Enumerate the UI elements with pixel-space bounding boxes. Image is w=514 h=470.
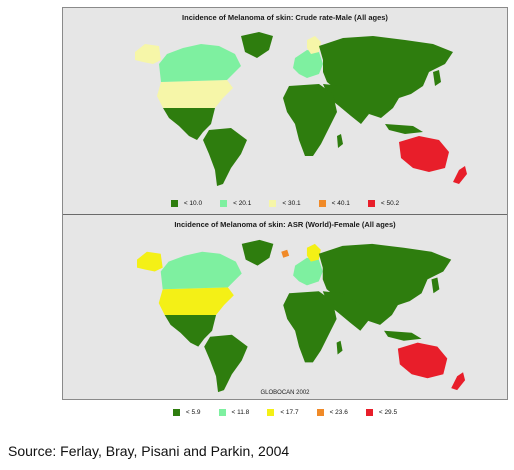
australia [397,342,448,379]
legend-swatch [316,409,324,416]
mexico-central-america [164,315,217,347]
new-zealand [451,372,466,391]
legend-item: < 29.5 [365,409,398,416]
australia [399,136,449,172]
legend-swatch [367,200,375,207]
greenland [241,32,273,58]
legend-label: < 23.6 [329,409,348,416]
alaska [135,44,161,64]
male-legend: < 10.0 < 20.1 < 30.1 < 40.1 < 50.2 [63,200,507,207]
legend-label: < 11.8 [231,409,250,416]
male-world-map [135,32,467,186]
legend-swatch [218,409,226,416]
male-panel: Incidence of Melanoma of skin: Crude rat… [63,8,507,215]
new-zealand [453,166,467,184]
iceland [281,249,290,258]
madagascar [336,340,343,355]
globocan-credit: GLOBOCAN 2002 [260,390,310,396]
source-citation: Source: Ferlay, Bray, Pisani and Parkin,… [8,443,290,459]
indonesia [385,124,423,134]
russia-asia [319,36,453,118]
legend-swatch [220,200,228,207]
legend-label: < 29.5 [378,409,398,416]
canada [160,251,242,290]
legend-label: < 30.1 [282,200,301,207]
indonesia [384,330,422,341]
usa [158,287,234,315]
legend-item: < 23.6 [316,409,348,416]
legend-label: < 40.1 [331,200,350,207]
europe [293,257,323,286]
scandinavia [307,36,321,54]
legend-swatch [365,409,373,416]
mexico-central-america [163,108,215,140]
legend-swatch [267,409,275,416]
legend-item: < 40.1 [318,200,350,207]
female-map-title: Incidence of Melanoma of skin: ASR (Worl… [174,220,396,229]
middle-east-india [322,291,369,331]
middle-east-india [323,84,369,124]
legend-item: < 10.0 [170,200,203,207]
legend-item: < 5.9 [172,409,201,416]
legend-label: < 17.7 [280,409,299,416]
russia-asia [318,243,452,325]
legend-swatch [269,200,277,207]
legend-item: < 50.2 [367,200,400,207]
female-world-map [137,239,466,393]
female-panel: Incidence of Melanoma of skin: ASR (Worl… [63,215,507,416]
scandinavia [306,243,321,262]
legend-item: < 20.1 [220,200,251,207]
south-america [203,128,247,186]
africa [283,291,337,363]
usa [157,80,233,108]
legend-item: < 11.8 [218,409,250,416]
madagascar [337,134,343,148]
alaska [137,251,163,272]
legend-item: < 30.1 [269,200,301,207]
legend-swatch [170,200,178,207]
legend-label: < 5.9 [185,409,201,416]
female-legend: < 5.9 < 11.8 < 17.7 < 23.6 < 29.5 [63,409,507,416]
europe [293,50,323,78]
legend-swatch [172,409,180,416]
south-america [204,334,248,393]
legend-label: < 50.2 [380,200,400,207]
canada [159,44,241,82]
greenland [241,239,274,266]
japan [433,70,441,86]
map-figure: Incidence of Melanoma of skin: Crude rat… [62,7,508,416]
japan [431,277,440,294]
legend-item: < 17.7 [267,409,299,416]
legend-swatch [318,200,326,207]
legend-label: < 20.1 [233,200,252,207]
legend-label: < 10.0 [183,200,203,207]
male-map-title: Incidence of Melanoma of skin: Crude rat… [182,13,388,22]
africa [283,84,337,156]
